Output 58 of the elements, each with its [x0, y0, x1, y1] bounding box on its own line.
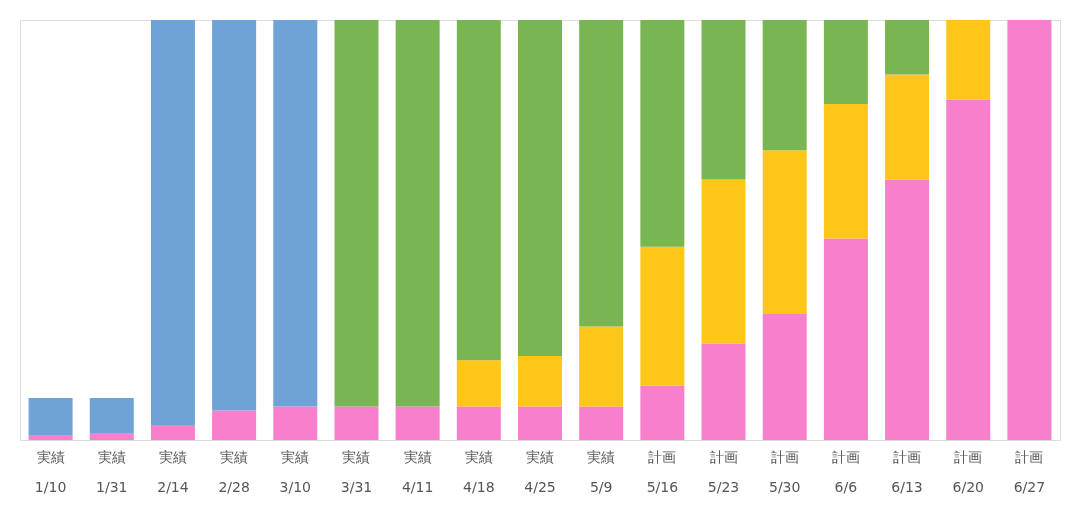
x-tick-label: 実績 1/31: [96, 448, 128, 495]
bar: [273, 406, 318, 440]
x-tick-label: 実績 3/31: [340, 448, 373, 495]
bar: [28, 398, 73, 436]
x-tick-label: 計画 6/27: [1013, 448, 1046, 495]
bar: [212, 410, 257, 440]
x-tick-label: 実績 2/28: [218, 448, 250, 495]
bar: [946, 99, 991, 440]
bar: [762, 20, 807, 151]
x-tick-label: 実績 4/18: [463, 448, 495, 495]
bar: [701, 179, 746, 344]
x-tick-label: 実績 5/9: [587, 448, 616, 495]
bar: [885, 179, 930, 440]
bar: [823, 238, 868, 440]
bar: [579, 20, 624, 327]
x-tick-label: 計画 5/16: [646, 448, 679, 495]
bar: [456, 20, 501, 361]
bar: [89, 433, 134, 440]
x-tick-label: 実績 2/14: [157, 448, 189, 495]
bar: [334, 406, 379, 440]
bar: [823, 104, 868, 239]
bar: [518, 406, 562, 440]
bar: [89, 398, 134, 434]
x-tick-label: 計画 5/30: [768, 448, 801, 495]
bar: [518, 20, 562, 356]
bar: [28, 435, 73, 440]
x-tick-label: 計画 6/13: [891, 448, 923, 495]
bar: [640, 20, 685, 247]
bar: [456, 406, 501, 440]
bar: [334, 20, 379, 407]
bar: [212, 20, 257, 411]
bar: [762, 314, 807, 440]
bar: [823, 20, 868, 104]
bar: [150, 20, 195, 425]
bar: [273, 20, 318, 407]
x-tick-label: 計画 5/23: [707, 448, 740, 495]
x-tick-label: 計画 6/20: [952, 448, 984, 495]
bar: [579, 406, 624, 440]
bar: [579, 326, 624, 407]
bar: [701, 20, 746, 180]
bar: [395, 20, 440, 407]
x-tick-label: 計画 6/6: [831, 448, 860, 495]
bar: [150, 424, 195, 440]
bar: [456, 360, 501, 407]
bar: [946, 20, 991, 100]
x-tick-label: 実績 3/10: [279, 448, 312, 495]
x-tick-label: 実績 4/11: [401, 448, 434, 495]
x-tick-label: 実績 4/25: [524, 448, 556, 495]
x-tick-label: 実績 1/10: [34, 448, 67, 495]
bar: [518, 356, 562, 407]
bar: [701, 343, 746, 440]
bar: [640, 246, 685, 386]
bar: [1007, 20, 1052, 440]
bar: [885, 20, 930, 75]
bar: [395, 406, 440, 440]
bar: [640, 385, 685, 440]
bar: [762, 150, 807, 314]
bar: [885, 74, 930, 180]
